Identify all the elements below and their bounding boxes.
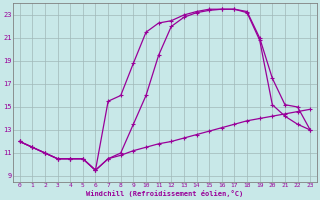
X-axis label: Windchill (Refroidissement éolien,°C): Windchill (Refroidissement éolien,°C)	[86, 190, 244, 197]
